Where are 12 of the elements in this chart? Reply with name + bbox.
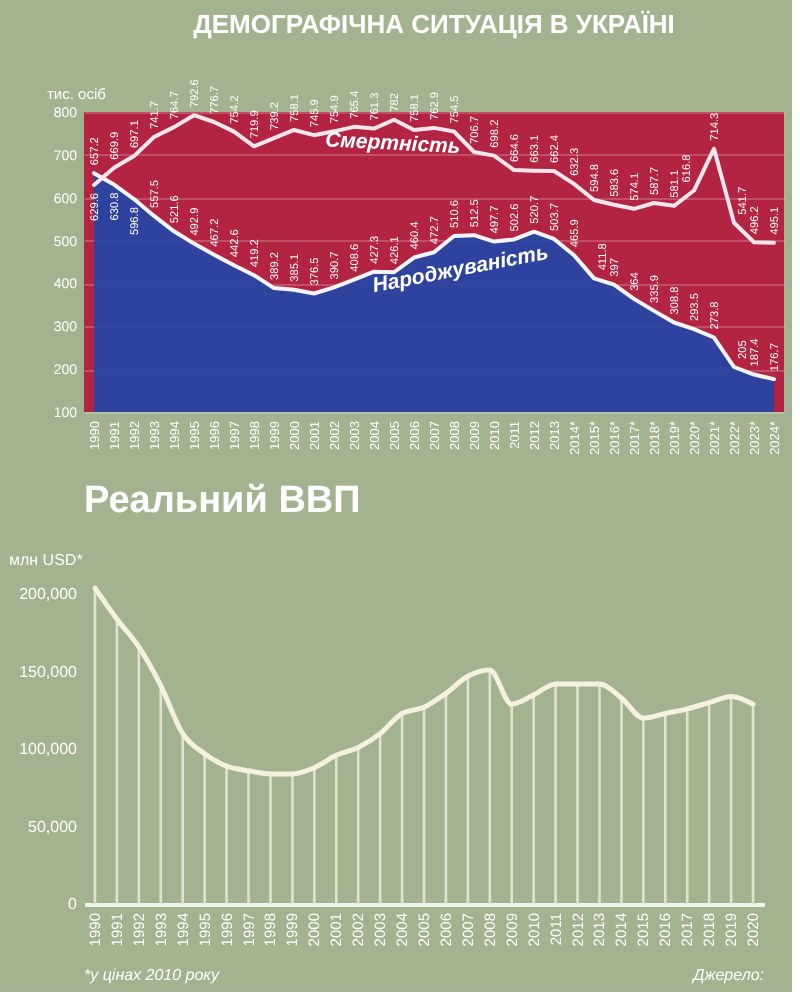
text: Джерело: bbox=[691, 966, 764, 984]
chart-title: Реальний ВВП bbox=[84, 480, 361, 522]
line-series bbox=[92, 585, 756, 777]
text: *у цінах 2010 року bbox=[84, 966, 221, 984]
series-label: Смертність bbox=[324, 128, 461, 160]
y-tick-label: 150,000 bbox=[19, 662, 79, 681]
y-tick-label: 0 bbox=[68, 895, 79, 913]
y-tick-label: 200,000 bbox=[19, 585, 79, 604]
y-tick-label: 100,000 bbox=[19, 740, 79, 759]
chart-title: ДЕМОГРАФІЧНА СИТУАЦІЯ В УКРАЇНІ bbox=[193, 9, 675, 40]
y-tick-label: 50,000 bbox=[28, 817, 79, 836]
y-axis-title: млн USD* bbox=[9, 551, 83, 569]
